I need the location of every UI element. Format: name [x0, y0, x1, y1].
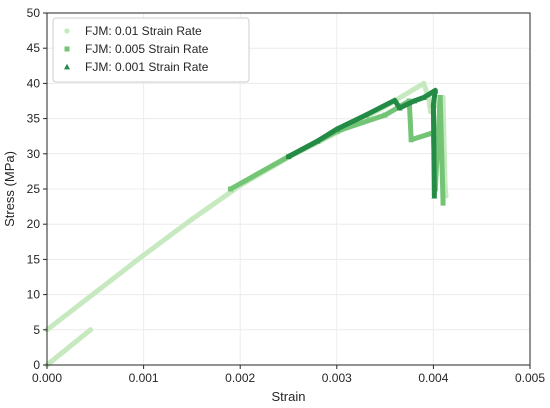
y-tick-label: 0 [33, 358, 40, 372]
data-point [430, 101, 437, 107]
legend: FJM: 0.01 Strain Rate FJM: 0.005 Strain R… [52, 17, 250, 83]
data-point [92, 289, 98, 296]
y-tick-label: 10 [27, 288, 41, 302]
data-point [333, 125, 340, 132]
legend-item: FJM: 0.001 Strain Rate [64, 60, 209, 74]
y-tick-label: 5 [33, 323, 40, 337]
series-3 [285, 87, 439, 199]
data-point [421, 80, 427, 86]
y-tick-label: 25 [27, 182, 41, 196]
data-point [228, 186, 234, 192]
series-3-line [286, 87, 438, 199]
y-tick-label: 30 [27, 147, 41, 161]
legend-box [52, 17, 250, 83]
data-point [437, 94, 443, 100]
data-point [382, 112, 388, 118]
legend-marker [64, 63, 70, 70]
x-tick-label: 0.002 [225, 371, 255, 385]
data-point [285, 153, 292, 160]
x-tick-label: 0.001 [129, 371, 159, 385]
data-point [432, 87, 439, 93]
y-axis: 0 5 10 15 20 25 30 35 40 45 50 [27, 6, 47, 372]
x-tick-label: 0.003 [322, 371, 352, 385]
legend-item: FJM: 0.01 Strain Rate [64, 24, 202, 38]
y-tick-label: 20 [27, 217, 41, 231]
series-layer [44, 80, 449, 368]
y-tick-label: 15 [27, 252, 41, 266]
data-point [408, 137, 414, 143]
y-tick-label: 35 [27, 112, 41, 126]
y-tick-label: 40 [27, 76, 41, 90]
y-tick-label: 50 [27, 6, 41, 20]
y-axis-title: Stress (MPa) [2, 151, 17, 227]
data-point [420, 94, 427, 100]
data-point [411, 97, 418, 104]
data-point [391, 97, 398, 103]
data-point [314, 137, 321, 144]
legend-label: FJM: 0.005 Strain Rate [85, 42, 209, 56]
x-tick-label: 0.004 [418, 371, 448, 385]
data-point [189, 216, 195, 222]
data-point [141, 252, 147, 258]
data-point [440, 200, 446, 206]
series-1-line [44, 327, 93, 368]
legend-marker [64, 28, 70, 34]
legend-marker [64, 46, 70, 52]
data-point [87, 327, 94, 333]
legend-label: FJM: 0.001 Strain Rate [85, 60, 209, 74]
x-axis-title: Strain [272, 389, 306, 404]
series-1-line [44, 80, 449, 333]
data-point [431, 192, 438, 199]
data-point [396, 104, 403, 111]
data-point [362, 111, 369, 118]
legend-label: FJM: 0.01 Strain Rate [85, 24, 202, 38]
x-tick-label: 0.000 [32, 371, 62, 385]
x-tick-label: 0.005 [515, 371, 545, 385]
x-axis: 0.000 0.001 0.002 0.003 0.004 0.005 [32, 365, 545, 385]
legend-item: FJM: 0.005 Strain Rate [64, 42, 209, 56]
y-tick-label: 45 [27, 41, 41, 55]
